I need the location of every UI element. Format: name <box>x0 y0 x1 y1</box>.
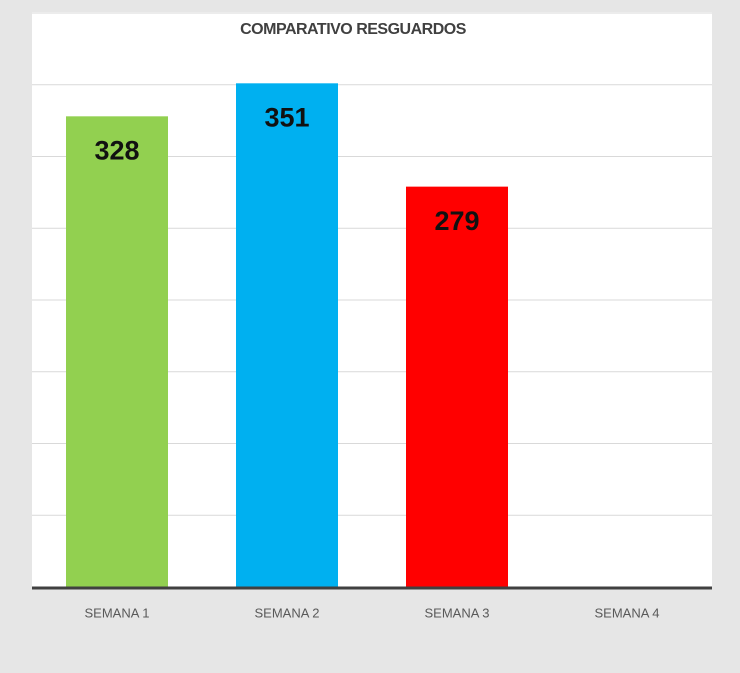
x-tick-label: SEMANA 1 <box>84 605 149 620</box>
bar <box>66 116 168 587</box>
data-label: 328 <box>94 135 139 165</box>
bar <box>406 186 508 587</box>
x-tick-label: SEMANA 4 <box>594 605 659 620</box>
data-label: 279 <box>434 206 479 236</box>
x-tick-label: SEMANA 3 <box>424 605 489 620</box>
x-tick-label: SEMANA 2 <box>254 605 319 620</box>
chart-title: COMPARATIVO RESGUARDOS <box>240 21 467 38</box>
data-label: 351 <box>264 102 309 132</box>
bar <box>236 83 338 587</box>
